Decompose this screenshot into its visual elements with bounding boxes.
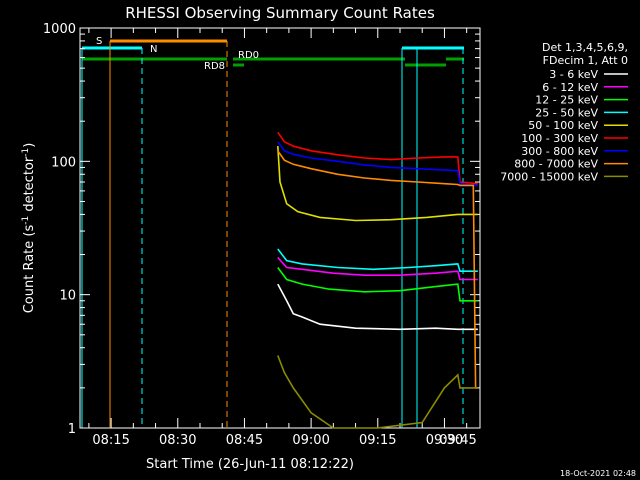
night-label: N bbox=[150, 44, 157, 55]
legend-label: 12 - 25 keV bbox=[535, 94, 598, 107]
x-tick-label: 09:00 bbox=[292, 433, 329, 448]
legend-header-1: Det 1,3,4,5,6,9, bbox=[542, 41, 628, 54]
x-tick-label: 09:15 bbox=[359, 433, 396, 448]
x-tick-label: 08:45 bbox=[226, 433, 263, 448]
y-axis-label-sup1: -1 bbox=[21, 216, 31, 225]
y-tick-label: 1000 bbox=[43, 22, 76, 37]
legend-label: 7000 - 15000 keV bbox=[500, 170, 598, 183]
y-axis-label-mid: detector bbox=[22, 156, 37, 216]
footer-stamp: 18-Oct-2021 02:48 bbox=[560, 469, 636, 478]
rd8-label: RD8 bbox=[204, 61, 225, 72]
series-line bbox=[277, 141, 478, 187]
legend-label: 100 - 300 keV bbox=[521, 132, 598, 145]
series-line bbox=[277, 283, 478, 331]
series-line bbox=[277, 131, 478, 185]
series-layer bbox=[277, 131, 478, 429]
y-axis-label-main: Count Rate (s bbox=[22, 225, 37, 314]
series-line bbox=[277, 267, 478, 302]
chart-title: RHESSI Observing Summary Count Rates bbox=[125, 4, 435, 22]
series-line bbox=[277, 150, 478, 389]
x-tick-label: 08:15 bbox=[92, 433, 129, 448]
y-tick-label: 100 bbox=[51, 155, 76, 170]
axis-ticks: 1 10 100 1000 08:15 08:30 08:45 09:00 09:15 09:30… bbox=[43, 22, 480, 448]
legend-label: 3 - 6 keV bbox=[549, 68, 598, 81]
x-tick-label: 09:45 bbox=[439, 433, 476, 448]
legend-label: 25 - 50 keV bbox=[535, 106, 598, 119]
legend-label: 800 - 7000 keV bbox=[514, 158, 598, 171]
series-line bbox=[277, 355, 478, 429]
legend: Det 1,3,4,5,6,9, FDecim 1, Att 0 3 - 6 k… bbox=[500, 41, 628, 183]
series-line bbox=[277, 248, 478, 273]
y-axis-label: Count Rate (s-1 detector-1) bbox=[21, 143, 37, 314]
y-tick-label: 1 bbox=[68, 422, 76, 437]
legend-header-2: FDecim 1, Att 0 bbox=[543, 54, 628, 67]
legend-label: 300 - 800 keV bbox=[521, 145, 598, 158]
x-tick-label: 09:30 bbox=[426, 433, 463, 448]
legend-label: 6 - 12 keV bbox=[542, 81, 598, 94]
y-axis-label-end: ) bbox=[22, 143, 37, 148]
y-tick-label: 10 bbox=[59, 289, 76, 304]
x-axis-label: Start Time (26-Jun-11 08:12:22) bbox=[146, 457, 354, 472]
saa-label: S bbox=[96, 36, 102, 47]
plot-frame bbox=[79, 27, 481, 429]
y-axis-label-sup2: -1 bbox=[21, 148, 31, 157]
series-line bbox=[277, 146, 478, 222]
rd0-label: RD0 bbox=[238, 50, 259, 61]
series-line bbox=[277, 256, 478, 281]
x-tick-label: 08:30 bbox=[159, 433, 196, 448]
legend-label: 50 - 100 keV bbox=[528, 119, 598, 132]
